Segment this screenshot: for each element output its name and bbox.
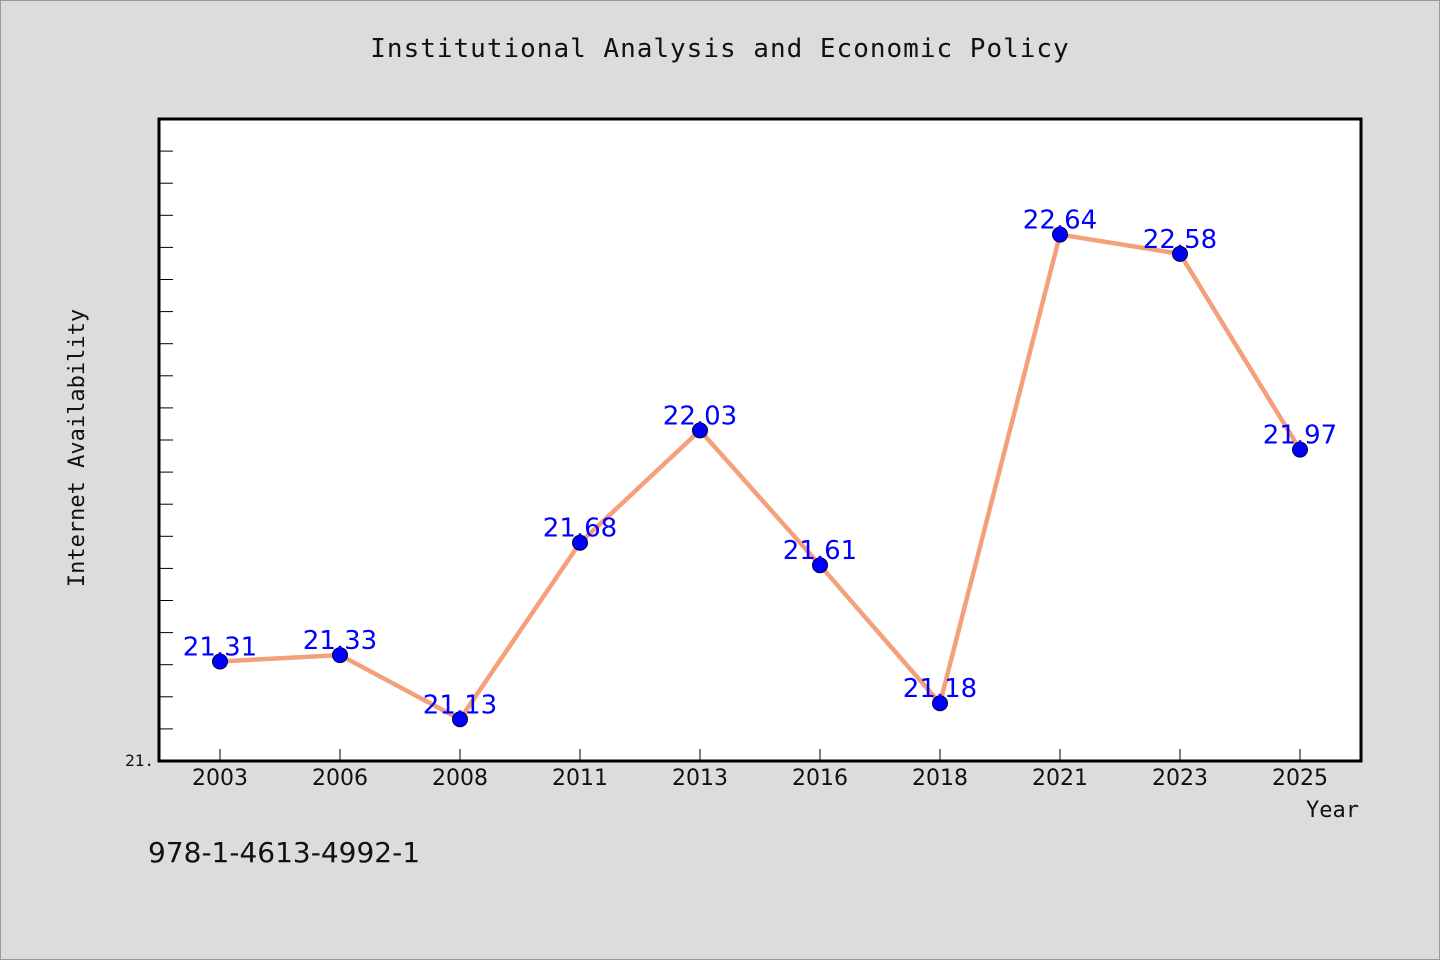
- data-label: 22.64: [1023, 206, 1097, 236]
- x-tick-label: 2006: [312, 766, 368, 791]
- x-tick-label: 2018: [912, 766, 968, 791]
- data-point: [572, 534, 588, 551]
- data-point: [932, 695, 948, 712]
- x-axis-label: Year: [1306, 798, 1359, 823]
- x-tick-label: 2003: [192, 766, 248, 791]
- data-point: [1292, 441, 1308, 458]
- x-tick-label: 2023: [1152, 766, 1208, 791]
- data-label: 22.03: [663, 401, 737, 431]
- x-tick-label: 2008: [432, 766, 488, 791]
- data-point: [812, 557, 828, 574]
- data-label: 21.33: [303, 626, 377, 656]
- data-point: [1172, 245, 1188, 262]
- data-label: 21.13: [423, 690, 497, 720]
- data-label: 21.18: [903, 674, 977, 704]
- x-tick-label: 2021: [1032, 766, 1088, 791]
- plot-area: [157, 117, 1363, 763]
- data-point: [692, 422, 708, 439]
- data-point: [332, 647, 348, 664]
- isbn-text: 978-1-4613-4992-1: [148, 836, 421, 869]
- data-point: [212, 653, 228, 670]
- data-label: 21.97: [1263, 421, 1337, 451]
- y-axis-label: Internet Availability: [65, 309, 90, 587]
- x-tick-label: 2016: [792, 766, 848, 791]
- data-label: 21.68: [543, 514, 617, 544]
- data-label: 21.31: [183, 632, 257, 662]
- data-point: [1052, 226, 1068, 243]
- data-label: 22.58: [1143, 225, 1217, 255]
- series-group: [212, 226, 1308, 728]
- chart-title: Institutional Analysis and Economic Poli…: [370, 34, 1070, 64]
- x-tick-label: 2013: [672, 766, 728, 791]
- data-point: [452, 711, 468, 728]
- data-label: 21.61: [783, 536, 857, 566]
- series-line: [217, 232, 1303, 722]
- y-axis-ticks: [158, 150, 173, 730]
- x-tick-label: 2025: [1272, 766, 1328, 791]
- data-labels: 21.31 21.33 21.13 21.68 22.03 21.61 21.18 22.64…: [183, 206, 1337, 721]
- y-tick-label: 21.: [125, 751, 154, 770]
- x-axis-ticks: 2003 2006 2008 2011 2013 2016 2018 2021 2023 2025: [192, 749, 1328, 791]
- x-tick-label: 2011: [552, 766, 608, 791]
